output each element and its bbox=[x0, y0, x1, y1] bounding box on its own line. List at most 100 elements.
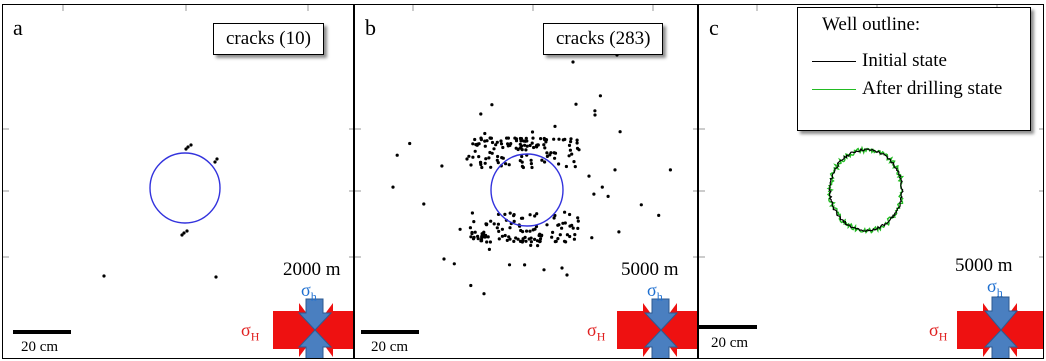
crack-point bbox=[470, 232, 474, 236]
crack-point bbox=[214, 275, 218, 279]
panel-b-plot bbox=[355, 5, 697, 334]
crack-point bbox=[185, 229, 189, 233]
crack-count-label: cracks bbox=[556, 28, 605, 49]
crack-point bbox=[473, 230, 477, 234]
crack-point bbox=[488, 240, 492, 244]
crack-point bbox=[501, 145, 505, 150]
crack-point bbox=[469, 235, 473, 239]
crack-point bbox=[552, 151, 556, 155]
crack-point bbox=[543, 146, 547, 150]
crack-point bbox=[521, 216, 525, 220]
crack-point bbox=[506, 144, 510, 148]
crack-point bbox=[469, 283, 473, 288]
crack-point bbox=[563, 210, 567, 214]
crack-count-box: cracks (10) bbox=[213, 23, 324, 55]
crack-point bbox=[503, 212, 507, 216]
crack-point bbox=[495, 226, 499, 230]
panel-b-ticks bbox=[355, 5, 697, 258]
crack-point bbox=[533, 227, 537, 231]
crack-point bbox=[560, 226, 564, 230]
crack-point bbox=[503, 233, 507, 238]
crack-point bbox=[544, 138, 549, 142]
crack-point bbox=[592, 192, 596, 196]
crack-point bbox=[525, 144, 529, 148]
panel-a: a cracks (10) 2000 m 20 cm σh σH bbox=[2, 4, 354, 359]
crack-point bbox=[554, 239, 558, 243]
crack-point bbox=[530, 141, 534, 145]
crack-point bbox=[495, 158, 499, 162]
crack-point bbox=[539, 137, 543, 141]
crack-point bbox=[465, 157, 469, 161]
crack-point bbox=[473, 149, 477, 153]
crack-point bbox=[562, 239, 567, 243]
crack-point bbox=[572, 237, 576, 241]
crack-point bbox=[514, 236, 518, 240]
sigma-h-label: σh bbox=[987, 276, 1003, 300]
crack-point bbox=[184, 147, 188, 151]
crack-point bbox=[477, 155, 481, 159]
crack-point bbox=[568, 234, 572, 239]
crack-point bbox=[467, 154, 471, 158]
crack-point bbox=[557, 137, 561, 141]
crack-point bbox=[514, 139, 519, 143]
crack-point bbox=[529, 162, 533, 166]
scale-label: 20 cm bbox=[711, 335, 749, 351]
crack-point bbox=[496, 222, 500, 226]
crack-count-value: (10) bbox=[279, 28, 311, 49]
crack-point bbox=[473, 137, 477, 142]
crack-point bbox=[458, 227, 462, 231]
crack-point bbox=[487, 156, 491, 160]
crack-point bbox=[593, 113, 597, 117]
crack-point bbox=[545, 151, 549, 155]
legend-item-after: After drilling state bbox=[812, 78, 1002, 100]
crack-point bbox=[573, 165, 577, 169]
crack-point bbox=[497, 229, 501, 233]
crack-point bbox=[538, 237, 543, 241]
crack-point bbox=[568, 148, 572, 152]
crack-point bbox=[480, 165, 484, 170]
crack-point bbox=[613, 168, 617, 172]
sigma-H-label: σH bbox=[929, 320, 948, 344]
crack-point bbox=[528, 143, 532, 148]
crack-point bbox=[488, 136, 492, 140]
crack-count-box: cracks (283) bbox=[543, 23, 664, 55]
crack-point bbox=[558, 233, 562, 237]
crack-point bbox=[513, 136, 517, 140]
crack-point bbox=[480, 232, 484, 236]
crack-point bbox=[525, 229, 529, 233]
depth-label: 5000 m bbox=[955, 255, 1013, 276]
crack-point bbox=[529, 158, 533, 162]
crack-point bbox=[564, 164, 568, 169]
crack-point bbox=[561, 221, 565, 225]
crack-point bbox=[521, 165, 525, 170]
crack-point bbox=[668, 168, 672, 172]
crack-point bbox=[484, 223, 489, 227]
crack-point bbox=[549, 151, 553, 155]
crack-point bbox=[529, 240, 533, 244]
crack-point bbox=[512, 214, 516, 218]
crack-point bbox=[524, 239, 528, 243]
crack-point bbox=[575, 138, 579, 142]
crack-point bbox=[598, 94, 602, 98]
crack-point bbox=[471, 237, 476, 241]
crack-point bbox=[505, 238, 509, 242]
crack-point bbox=[524, 136, 528, 140]
crack-point bbox=[472, 220, 476, 224]
crack-point bbox=[532, 145, 536, 150]
crack-point bbox=[533, 237, 537, 241]
crack-count-label: cracks bbox=[226, 28, 275, 49]
crack-point bbox=[568, 212, 572, 217]
crack-point bbox=[516, 237, 520, 241]
crack-point bbox=[524, 148, 528, 152]
crack-point bbox=[552, 137, 556, 141]
crack-point bbox=[479, 138, 483, 142]
panel-c-plot bbox=[699, 5, 1043, 329]
crack-point bbox=[408, 141, 412, 146]
depth-label: 5000 m bbox=[621, 259, 679, 280]
crack-point bbox=[593, 109, 597, 113]
crack-count-value: (283) bbox=[609, 28, 651, 49]
wellbore-circle bbox=[490, 153, 564, 227]
crack-point bbox=[540, 158, 544, 162]
crack-point bbox=[488, 150, 492, 155]
crack-point bbox=[576, 219, 580, 223]
